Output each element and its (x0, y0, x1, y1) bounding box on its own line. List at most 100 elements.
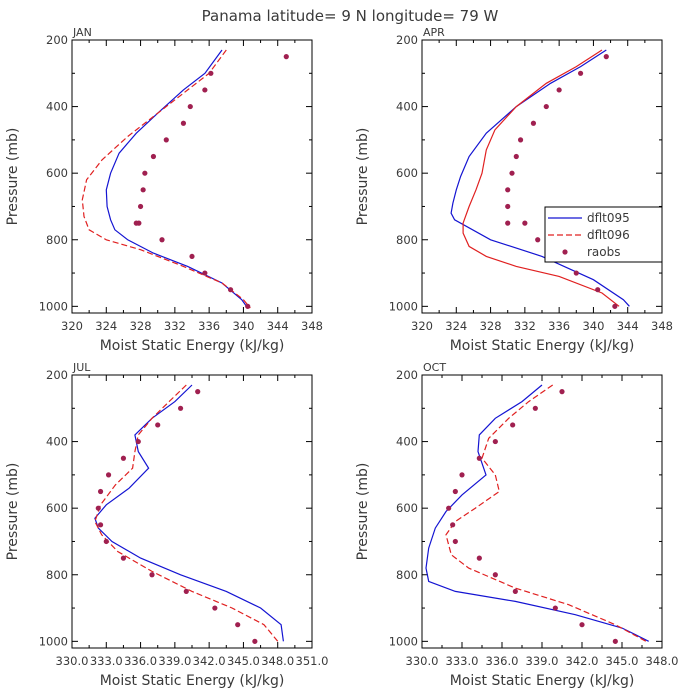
raobs-point (556, 87, 562, 93)
raobs-point (612, 303, 618, 309)
panel-oct: OCT 330.0 333.0 336.0 339.0 342.0 345.0 348.0 20… (355, 361, 678, 689)
data-layer (450, 49, 630, 309)
dflt095-line (450, 49, 630, 307)
raobs-point (120, 555, 127, 561)
legend-raobs-label: raobs (587, 245, 621, 259)
y-axis-label: Pressure (mb) (355, 128, 371, 226)
y-tick-label: 200 (396, 33, 418, 47)
raobs-point (559, 389, 565, 395)
x-tick-label: 344 (267, 319, 289, 333)
raobs-point (595, 287, 601, 293)
raobs-point (532, 405, 538, 411)
y-tick-label: 200 (46, 368, 68, 382)
y-tick-label: 400 (396, 100, 418, 114)
raobs-point (202, 270, 208, 276)
raobs-point (137, 203, 144, 210)
x-tick-label: 336.0 (486, 654, 519, 668)
raobs-point (512, 588, 518, 595)
x-tick-label: 348 (651, 319, 673, 333)
y-tick-label: 600 (396, 166, 418, 180)
raobs-point (509, 170, 515, 176)
raobs-point (552, 605, 558, 611)
raobs-point (105, 472, 112, 478)
raobs-point (202, 87, 208, 93)
raobs-point (452, 488, 458, 495)
y-tick-label: 1000 (389, 634, 418, 648)
raobs-point (235, 622, 241, 628)
x-tick-label: 351.0 (296, 654, 329, 668)
raobs-point (510, 422, 516, 428)
raobs-point (612, 638, 618, 644)
raobs-point (492, 438, 498, 445)
legend-raobs-marker (562, 249, 568, 255)
raobs-point (446, 505, 452, 511)
x-tick-label: 336 (548, 319, 570, 333)
x-axis-label: Moist Static Energy (kJ/kg) (450, 673, 635, 689)
dflt096-line (445, 384, 647, 642)
raobs-point (155, 422, 161, 428)
raobs-point (120, 455, 127, 461)
dflt095-line (425, 384, 649, 642)
raobs-point (530, 120, 537, 126)
x-tick-label: 345.0 (606, 654, 639, 668)
raobs-point (189, 253, 195, 260)
y-tick-label: 200 (396, 368, 418, 382)
raobs-point (577, 70, 584, 76)
x-tick-label: 328 (480, 319, 502, 333)
x-tick-label: 330.0 (406, 654, 439, 668)
plot-frame (71, 39, 313, 314)
raobs-point (142, 170, 148, 176)
raobs-point (163, 137, 169, 143)
data-layer (425, 384, 649, 644)
raobs-point (492, 572, 498, 578)
x-tick-label: 324 (95, 319, 117, 333)
x-tick-label: 320 (411, 319, 433, 333)
raobs-point (159, 237, 165, 243)
y-axis-label: Pressure (mb) (355, 463, 371, 561)
raobs-point (195, 389, 201, 395)
x-tick-label: 336 (198, 319, 220, 333)
x-tick-label: 342.0 (566, 654, 599, 668)
y-tick-label: 600 (396, 501, 418, 515)
raobs-point (505, 203, 511, 210)
x-tick-label: 328 (130, 319, 152, 333)
raobs-point (180, 120, 187, 126)
dflt096-line (94, 384, 279, 642)
x-tick-label: 348 (301, 319, 323, 333)
panel-apr: APR 320 324 328 332 336 340 344 348 200 400 600 800 1… (355, 26, 673, 354)
x-tick-label: 345.0 (227, 654, 260, 668)
raobs-point (103, 538, 109, 545)
panel-label: OCT (423, 361, 446, 374)
dflt096-line (462, 49, 620, 307)
x-tick-label: 332 (514, 319, 536, 333)
y-tick-label: 600 (46, 501, 68, 515)
raobs-point (505, 220, 511, 226)
raobs-point (505, 187, 511, 193)
x-tick-label: 340 (232, 319, 254, 333)
raobs-point (513, 153, 519, 160)
panel-label: JAN (72, 26, 92, 39)
raobs-point (135, 438, 141, 445)
y-axis-label: Pressure (mb) (5, 463, 21, 561)
raobs-point (283, 54, 289, 60)
raobs-point (517, 137, 524, 143)
x-tick-label: 339.0 (158, 654, 191, 668)
raobs-point (535, 237, 541, 243)
x-tick-label: 348.0 (261, 654, 294, 668)
x-tick-label: 333.0 (446, 654, 479, 668)
raobs-point (97, 488, 104, 495)
figure-title: Panama latitude= 9 N longitude= 79 W (202, 7, 499, 25)
raobs-point (212, 605, 218, 611)
raobs-point (140, 187, 146, 193)
x-tick-label: 332 (164, 319, 186, 333)
x-tick-label: 330.0 (56, 654, 89, 668)
x-axis-label: Moist Static Energy (kJ/kg) (100, 673, 285, 689)
x-axis-label: Moist Static Energy (kJ/kg) (450, 338, 635, 354)
raobs-point (95, 505, 101, 511)
y-tick-label: 1000 (39, 634, 68, 648)
x-tick-label: 339.0 (526, 654, 559, 668)
x-tick-label: 336.0 (124, 654, 157, 668)
dflt096-line (81, 49, 251, 309)
x-tick-label: 320 (61, 319, 83, 333)
raobs-point (252, 638, 258, 644)
